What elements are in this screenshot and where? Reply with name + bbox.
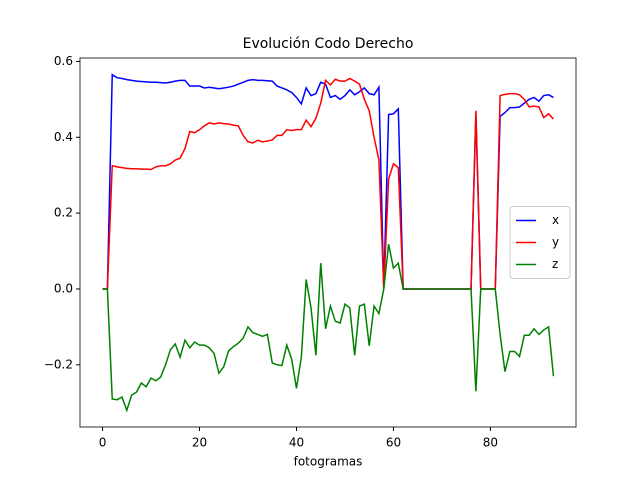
y-tick-label: 0.2 — [54, 206, 73, 220]
legend-label: z — [552, 257, 558, 271]
y-tick-label: 0.6 — [54, 54, 73, 68]
x-tick-label: 20 — [192, 436, 207, 450]
chart-title: Evolución Codo Derecho — [243, 36, 414, 52]
y-tick-label: −0.2 — [44, 357, 73, 371]
data-line — [102, 77, 555, 290]
data-line — [102, 244, 555, 413]
legend: xyz — [509, 206, 571, 279]
x-axis-label: fotogramas — [294, 455, 363, 469]
data-line — [102, 73, 554, 290]
legend-label: x — [552, 213, 559, 227]
x-tick-label: 0 — [99, 436, 107, 450]
y-tick-label: 0.4 — [54, 130, 73, 144]
y-tick-label: 0.0 — [54, 281, 73, 295]
plot-frame — [79, 57, 577, 428]
x-tick-label: 60 — [386, 436, 401, 450]
x-tick-label: 40 — [289, 436, 304, 450]
legend-box — [509, 206, 571, 279]
legend-label: y — [552, 235, 559, 249]
x-tick-label: 80 — [483, 436, 498, 450]
